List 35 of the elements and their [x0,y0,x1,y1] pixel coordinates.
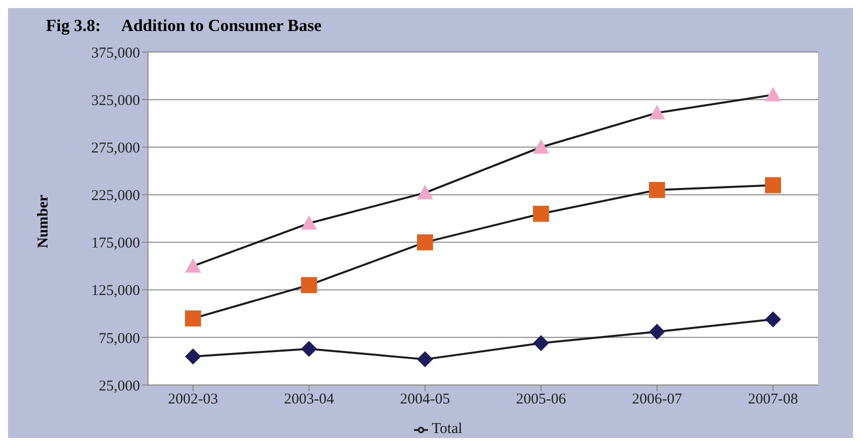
point [417,351,433,368]
chart-title: Fig 3.8: Addition to Consumer Base [46,16,322,36]
y-tick-label: 375,000 [91,45,140,62]
point [301,277,317,294]
point [765,177,781,194]
y-tick-label: 75,000 [98,330,140,347]
point [533,139,549,154]
legend-label: Total [432,421,462,437]
point [301,340,317,357]
x-tick-label: 2006-07 [632,392,682,408]
y-tick-label: 275,000 [91,140,140,156]
x-tick-label: 2005-06 [516,392,566,408]
x-tick-label: 2004-05 [400,392,450,408]
y-tick-label: 175,000 [91,236,140,252]
y-tick-label: 225,000 [91,188,140,204]
point [765,86,781,102]
point [417,234,433,250]
point [301,215,317,230]
x-tick-label: 2003-04 [284,392,334,408]
point [765,311,781,328]
y-tick-label: 125,000 [91,283,140,300]
point [417,184,433,200]
x-tick-label: 2002-03 [168,392,218,408]
point [649,182,665,198]
y-tick-label: 25,000 [98,378,140,394]
x-tick-label: 2007-08 [748,392,798,408]
point [185,258,201,272]
point [533,335,549,352]
y-tick-label: 325,000 [91,92,140,109]
point [649,324,665,340]
point [649,104,665,120]
y-axis-title: Number [36,194,52,250]
point [185,310,201,326]
point [533,206,549,222]
point [185,348,201,364]
